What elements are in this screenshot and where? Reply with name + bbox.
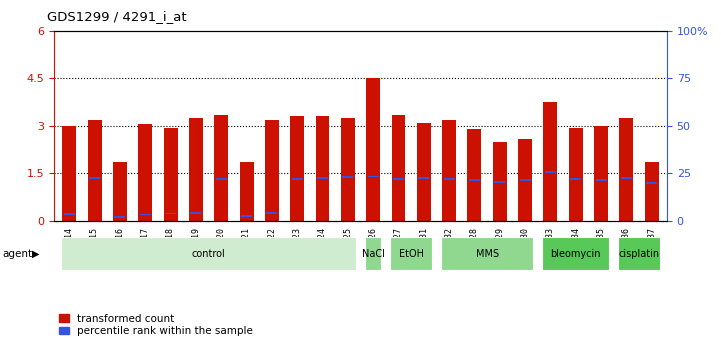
Bar — [619, 118, 633, 221]
Bar — [442, 120, 456, 221]
Bar — [291, 178, 303, 180]
Bar — [165, 213, 176, 215]
Bar — [390, 237, 432, 270]
Text: NaCl: NaCl — [362, 249, 384, 258]
Bar — [569, 128, 583, 221]
Bar — [570, 178, 581, 180]
Bar — [115, 216, 125, 218]
Bar — [542, 237, 609, 270]
Bar — [241, 215, 252, 217]
Bar — [214, 115, 228, 221]
Bar — [164, 128, 177, 221]
Bar — [418, 177, 430, 179]
Bar — [189, 118, 203, 221]
Bar — [113, 162, 127, 221]
Bar — [266, 211, 278, 214]
Bar — [342, 176, 353, 178]
Text: GDS1299 / 4291_i_at: GDS1299 / 4291_i_at — [47, 10, 187, 23]
Bar — [265, 120, 279, 221]
Bar — [544, 102, 557, 221]
Text: control: control — [192, 249, 226, 258]
Bar — [645, 162, 659, 221]
Bar — [341, 118, 355, 221]
Bar — [365, 237, 381, 270]
Bar — [467, 129, 482, 221]
Text: cisplatin: cisplatin — [619, 249, 660, 258]
Bar — [393, 178, 404, 180]
Bar — [494, 181, 505, 183]
Bar — [646, 182, 658, 184]
Bar — [291, 117, 304, 221]
Bar — [239, 162, 254, 221]
Bar — [190, 211, 201, 214]
Bar — [520, 179, 531, 181]
Bar — [89, 177, 100, 179]
Bar — [88, 120, 102, 221]
Bar — [618, 237, 660, 270]
Bar — [518, 139, 532, 221]
Bar — [417, 123, 430, 221]
Bar — [469, 179, 480, 181]
Bar — [316, 117, 329, 221]
Bar — [545, 171, 556, 173]
Bar — [594, 126, 608, 221]
Bar — [61, 237, 356, 270]
Bar — [368, 176, 379, 177]
Bar — [63, 213, 75, 215]
Bar — [62, 126, 76, 221]
Bar — [366, 79, 380, 221]
Bar — [493, 142, 507, 221]
Bar — [317, 177, 328, 179]
Bar — [596, 179, 606, 181]
Legend: transformed count, percentile rank within the sample: transformed count, percentile rank withi… — [59, 314, 253, 336]
Bar — [443, 178, 455, 180]
Bar — [140, 214, 151, 215]
Text: agent: agent — [2, 249, 32, 258]
Bar — [216, 178, 227, 180]
Text: EtOH: EtOH — [399, 249, 424, 258]
Text: bleomycin: bleomycin — [551, 249, 601, 258]
Text: ▶: ▶ — [32, 249, 39, 258]
Bar — [441, 237, 534, 270]
Text: MMS: MMS — [476, 249, 499, 258]
Bar — [138, 124, 152, 221]
Bar — [392, 115, 405, 221]
Bar — [621, 177, 632, 179]
